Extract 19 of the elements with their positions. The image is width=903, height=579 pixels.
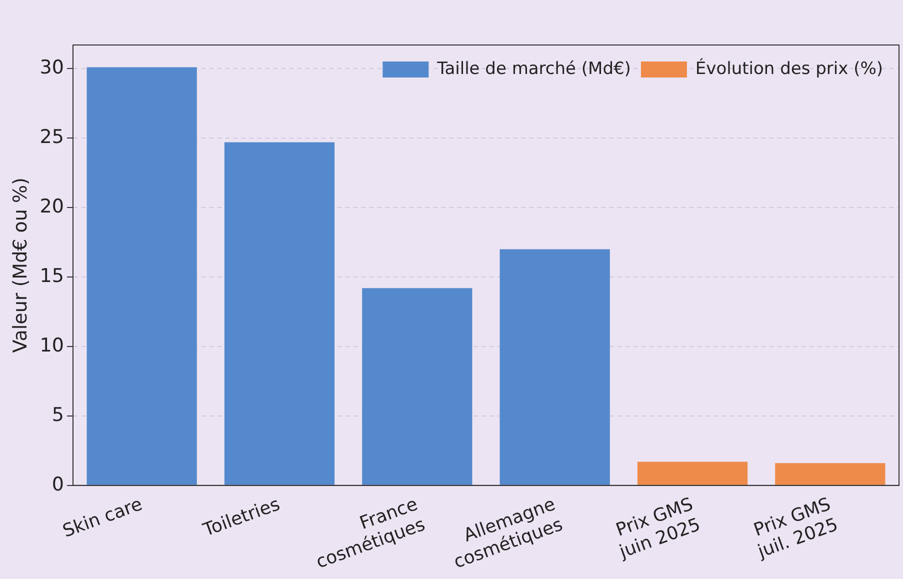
bar xyxy=(224,142,335,485)
x-tick-label: Prix GMS juil. 2025 xyxy=(750,494,841,563)
legend-label: Évolution des prix (%) xyxy=(695,58,884,79)
bar xyxy=(637,462,748,485)
bar xyxy=(775,463,886,485)
y-tick-label: 15 xyxy=(40,264,64,287)
bar xyxy=(86,67,197,485)
y-tick-label: 10 xyxy=(40,334,64,356)
y-tick-label: 5 xyxy=(52,404,64,426)
legend-label: Taille de marché (Md€) xyxy=(436,58,631,79)
y-tick-label: 0 xyxy=(52,473,64,496)
x-tick-label: Skin care xyxy=(60,494,146,542)
bar xyxy=(362,288,472,485)
y-tick-label: 30 xyxy=(40,56,64,79)
y-tick-label: 20 xyxy=(40,195,64,218)
bar xyxy=(500,249,610,485)
y-axis-title: Valeur (Md€ ou %) xyxy=(9,178,32,353)
x-tick-label: Prix GMS juin 2025 xyxy=(613,494,704,564)
y-tick-label: 25 xyxy=(40,126,64,148)
